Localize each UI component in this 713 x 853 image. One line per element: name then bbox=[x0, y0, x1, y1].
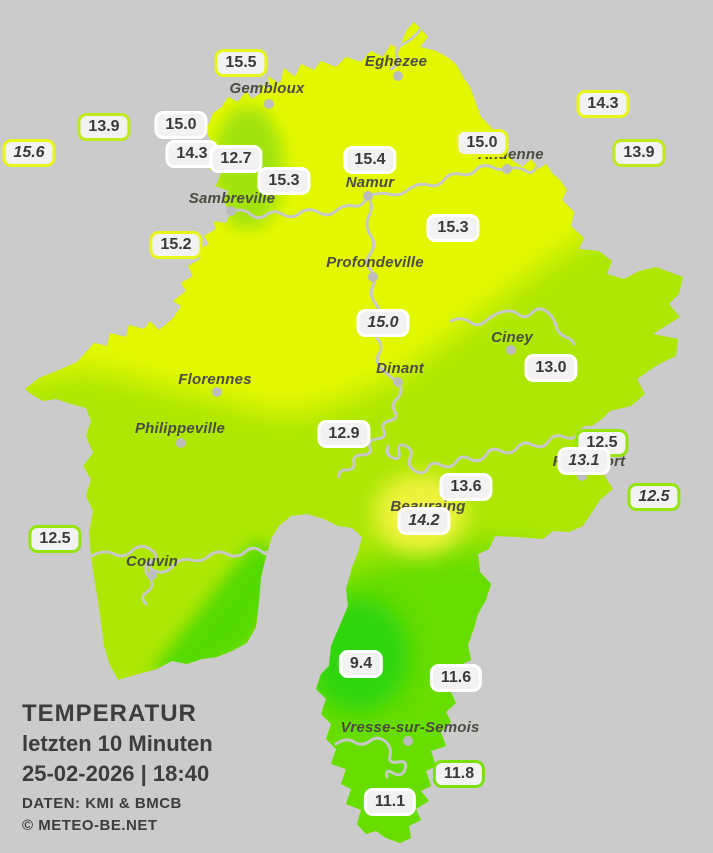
station-badge: 13.0 bbox=[524, 354, 578, 382]
station-badge: 15.3 bbox=[257, 167, 311, 195]
city-label: Dinant bbox=[376, 360, 424, 377]
title-block: TEMPERATUR letzten 10 Minuten 25-02-2026… bbox=[22, 700, 213, 834]
map-subtitle: letzten 10 Minuten bbox=[22, 731, 213, 756]
city-label: Florennes bbox=[178, 371, 252, 388]
copyright: © METEO-BE.NET bbox=[22, 817, 158, 834]
city-dot bbox=[502, 164, 512, 174]
city-label: Eghezee bbox=[364, 53, 428, 70]
river-north-creek bbox=[389, 28, 422, 71]
station-badge: 13.6 bbox=[439, 473, 493, 501]
river-eau-noire bbox=[90, 544, 268, 574]
station-badge: 13.9 bbox=[612, 139, 666, 167]
city-label: Namur bbox=[345, 174, 395, 191]
city-label: Profondeville bbox=[326, 254, 424, 271]
city-dot bbox=[176, 438, 186, 448]
station-badge: 11.1 bbox=[363, 788, 417, 816]
river-meuse-east bbox=[366, 164, 538, 198]
river-bocq bbox=[449, 307, 576, 346]
city-dot bbox=[363, 191, 373, 201]
map-datetime: 25-02-2026 | 18:40 bbox=[22, 761, 210, 786]
river-eau-noire-loop bbox=[141, 558, 154, 606]
station-badge: 11.6 bbox=[429, 664, 483, 692]
station-badge: 15.0 bbox=[356, 309, 410, 337]
station-badge: 15.2 bbox=[149, 231, 203, 259]
station-badge: 12.9 bbox=[317, 420, 371, 448]
city-dot bbox=[393, 71, 403, 81]
station-badge: 13.9 bbox=[77, 113, 131, 141]
river-semois bbox=[334, 736, 408, 779]
river-meuse-south bbox=[337, 194, 403, 479]
region-green-south bbox=[260, 545, 610, 843]
station-badge: 15.6 bbox=[2, 139, 56, 167]
city-dot bbox=[147, 570, 157, 580]
city-dot bbox=[403, 736, 413, 746]
city-dots-layer bbox=[147, 71, 587, 746]
city-label: Philippeville bbox=[134, 420, 226, 437]
city-dot bbox=[393, 377, 403, 387]
city-dot bbox=[368, 272, 378, 282]
river-sambre bbox=[210, 194, 370, 224]
city-label: Sambreville bbox=[188, 190, 276, 207]
city-label: Ciney bbox=[491, 329, 533, 346]
city-dot bbox=[264, 99, 274, 109]
map-title: TEMPERATUR bbox=[22, 700, 197, 727]
station-badge: 15.5 bbox=[214, 49, 268, 77]
city-dot bbox=[212, 387, 222, 397]
station-badge: 12.5 bbox=[28, 525, 82, 553]
city-dot bbox=[506, 345, 516, 355]
station-badge: 13.1 bbox=[557, 447, 611, 475]
data-source: DATEN: KMI & BMCB bbox=[22, 795, 182, 812]
station-badge: 12.5 bbox=[627, 483, 681, 511]
station-badge: 15.4 bbox=[343, 146, 397, 174]
station-badge: 12.7 bbox=[209, 145, 263, 173]
station-badge: 15.3 bbox=[426, 214, 480, 242]
city-label: Vresse-sur-Semois bbox=[340, 719, 480, 736]
region-green-patch-couvin bbox=[150, 540, 295, 680]
rivers bbox=[90, 28, 614, 779]
station-badge: 15.0 bbox=[154, 111, 208, 139]
station-badge: 11.8 bbox=[432, 760, 486, 788]
city-label: Couvin bbox=[125, 553, 179, 570]
station-badge: 14.3 bbox=[576, 90, 630, 118]
river-lesse bbox=[385, 425, 614, 475]
station-badge: 14.2 bbox=[397, 507, 451, 535]
station-badge: 9.4 bbox=[338, 650, 384, 678]
city-label: Gembloux bbox=[229, 80, 305, 97]
station-badge: 15.0 bbox=[455, 129, 509, 157]
city-dot bbox=[226, 206, 236, 216]
